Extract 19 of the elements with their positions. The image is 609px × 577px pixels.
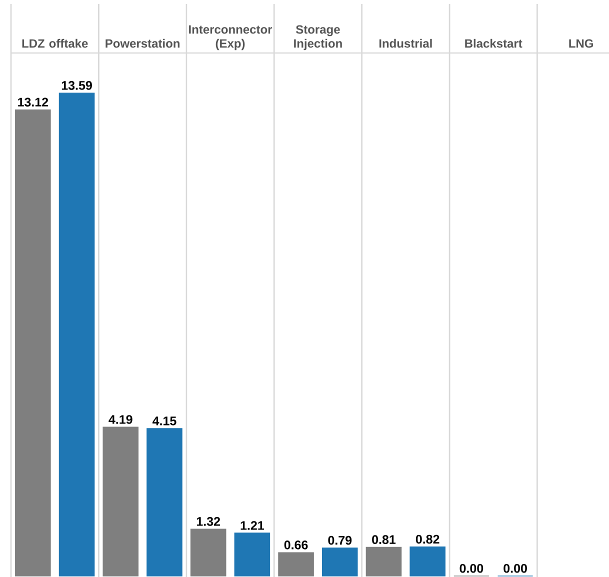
- data-label: 4.19: [108, 415, 132, 424]
- data-label: 1.21: [240, 521, 264, 530]
- data-label: 0.82: [416, 534, 440, 544]
- x-tick-label: Industrial: [379, 38, 432, 48]
- x-tick-label: LDZ offtake: [22, 38, 88, 48]
- x-tick-label: Interconnector (Exp): [189, 25, 272, 50]
- x-tick-label: LNG: [569, 39, 593, 48]
- data-label: 0.00: [504, 564, 527, 573]
- data-label: 1.32: [196, 517, 220, 526]
- x-tick-label: Storage Injection: [294, 25, 342, 50]
- data-label: 4.15: [152, 416, 176, 426]
- x-tick-label: Powerstation: [106, 38, 180, 48]
- data-label: 0.66: [284, 540, 308, 550]
- data-label: 0.81: [372, 535, 396, 544]
- data-label: 0.00: [460, 564, 484, 573]
- data-label: 13.59: [62, 81, 92, 90]
- data-label: 0.79: [328, 536, 352, 545]
- x-tick-label: Blackstart: [465, 38, 522, 48]
- data-label: 13.12: [18, 98, 48, 107]
